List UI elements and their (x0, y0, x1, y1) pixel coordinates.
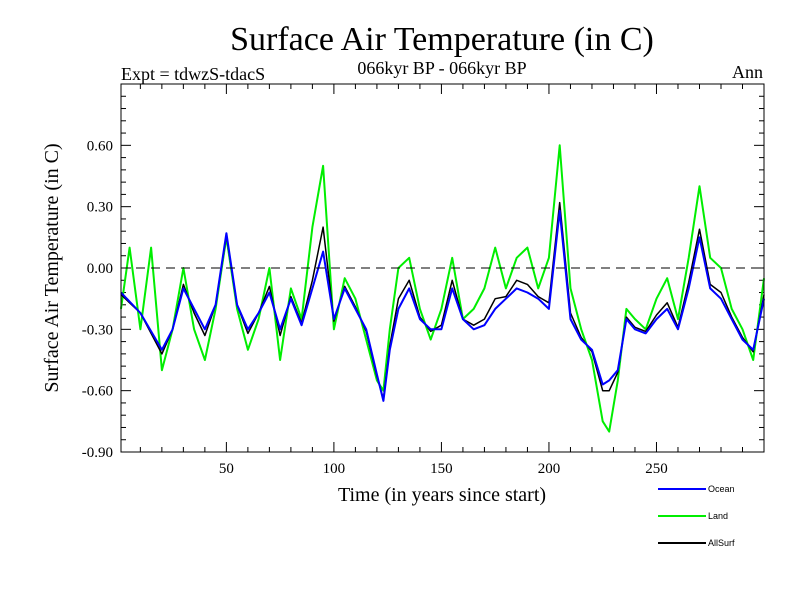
series-line-allsurf (120, 201, 765, 400)
y-tick-label: -0.60 (82, 384, 113, 400)
x-axis-ticks (139, 84, 765, 452)
x-tick-label: 100 (323, 461, 346, 477)
chart-subtitle: 066kyr BP - 066kyr BP (357, 58, 526, 78)
y-tick-label: 0.00 (87, 261, 113, 277)
x-tick-label: 150 (430, 461, 453, 477)
y-tick-label: 0.60 (87, 138, 113, 154)
series-line-ocean (120, 209, 765, 402)
chart-title: Surface Air Temperature (in C) (230, 21, 654, 58)
y-tick-labels: -0.90 -0.60 -0.30 0.00 0.30 0.60 (82, 138, 113, 461)
y-tick-label: -0.90 (82, 445, 113, 461)
legend-label-allsurf: AllSurf (708, 538, 735, 548)
x-tick-label: 50 (219, 461, 234, 477)
y-tick-label: -0.30 (82, 322, 113, 338)
period-label: Ann (732, 62, 763, 82)
experiment-label: Expt = tdwzS-tdacS (121, 64, 265, 84)
plot-frame (120, 83, 765, 453)
legend: Ocean Land AllSurf (658, 484, 735, 548)
x-axis-label: Time (in years since start) (338, 484, 546, 506)
series-lines (120, 144, 765, 433)
x-tick-label: 200 (538, 461, 561, 477)
x-tick-label: 250 (645, 461, 668, 477)
x-tick-labels: 50 100 150 200 250 (219, 461, 668, 477)
y-tick-label: 0.30 (87, 200, 113, 216)
legend-label-ocean: Ocean (708, 484, 735, 494)
y-axis-label: Surface Air Temperature (in C) (41, 143, 63, 392)
legend-label-land: Land (708, 511, 728, 521)
